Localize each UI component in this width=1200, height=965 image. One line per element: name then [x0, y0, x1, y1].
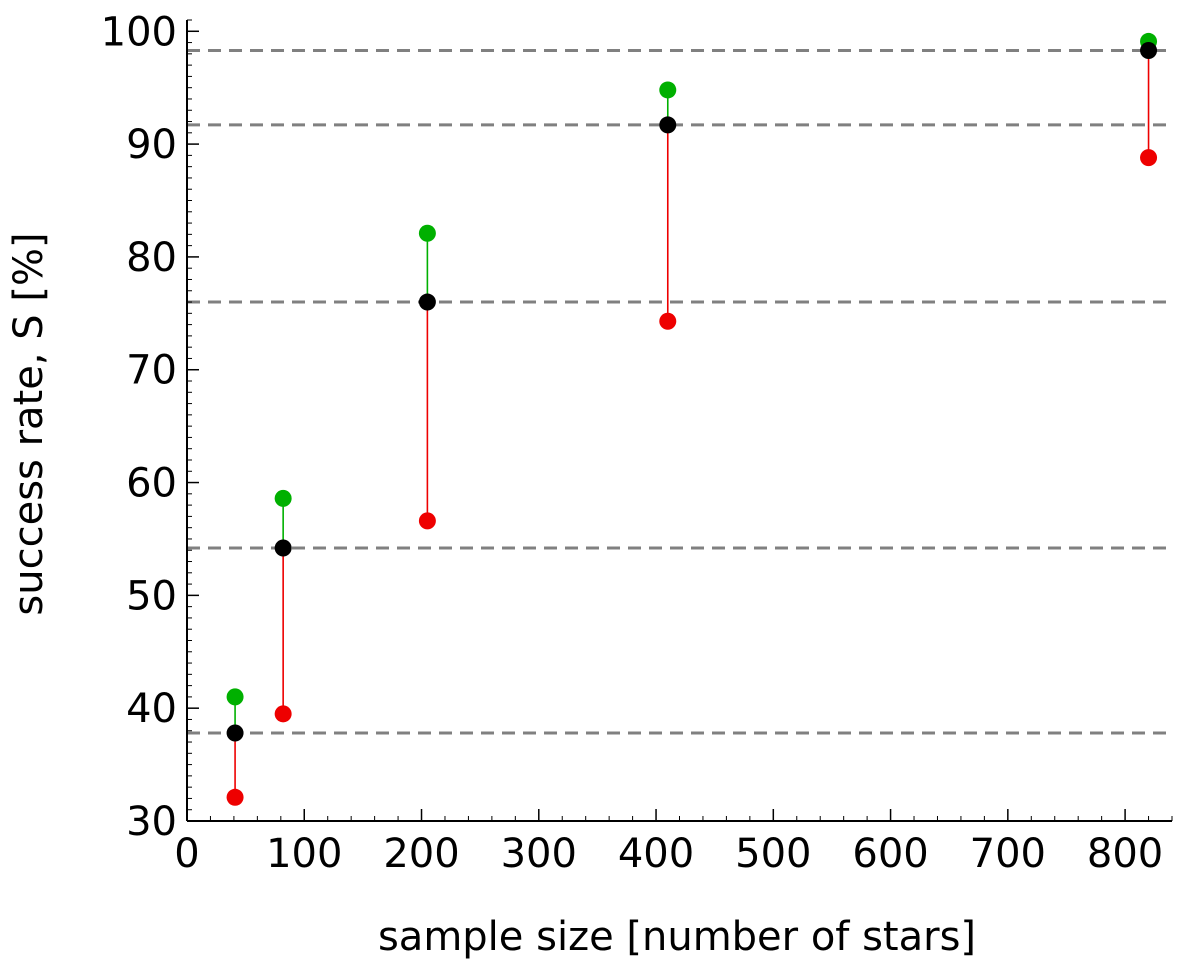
x-tick-label: 300	[501, 831, 577, 877]
center-point	[659, 116, 677, 134]
x-tick-label: 400	[618, 831, 694, 877]
x-tick-label: 700	[970, 831, 1046, 877]
reference-lines	[187, 48, 1172, 735]
y-axis-title: success rate, S [%]	[6, 232, 52, 615]
x-tick-label: 100	[266, 831, 342, 877]
lower-point	[1140, 149, 1158, 167]
y-tick-label: 90	[126, 122, 177, 168]
upper-point	[274, 489, 292, 507]
y-tick-label: 50	[126, 573, 177, 619]
tick-labels: 0 100 200 300 400 500 600 700 800 30 40 50 60 70 80 90 1…	[101, 9, 1164, 877]
center-point	[1140, 41, 1158, 59]
y-tick-label: 80	[126, 235, 177, 281]
y-tick-label: 40	[126, 686, 177, 732]
y-tick-label: 70	[126, 348, 177, 394]
center-point	[418, 293, 436, 311]
x-tick-label: 200	[383, 831, 459, 877]
lower-point	[659, 312, 677, 330]
y-tick-label: 100	[101, 9, 177, 55]
lower-point	[226, 788, 244, 806]
x-tick-label: 600	[852, 831, 928, 877]
lower-point	[418, 512, 436, 530]
upper-point	[226, 688, 244, 706]
y-tick-label: 30	[126, 799, 177, 845]
upper-point	[418, 224, 436, 242]
center-point	[274, 539, 292, 557]
lower-point	[274, 705, 292, 723]
x-axis-title: sample size [number of stars]	[378, 914, 976, 960]
y-tick-label: 60	[126, 461, 177, 507]
range-bars	[234, 41, 1150, 798]
x-tick-label: 500	[735, 831, 811, 877]
data-points	[226, 32, 1158, 806]
upper-point	[659, 81, 677, 99]
x-tick-label: 0	[174, 831, 199, 877]
x-tick-label: 800	[1087, 831, 1163, 877]
axes	[186, 19, 1173, 822]
center-point	[226, 724, 244, 742]
